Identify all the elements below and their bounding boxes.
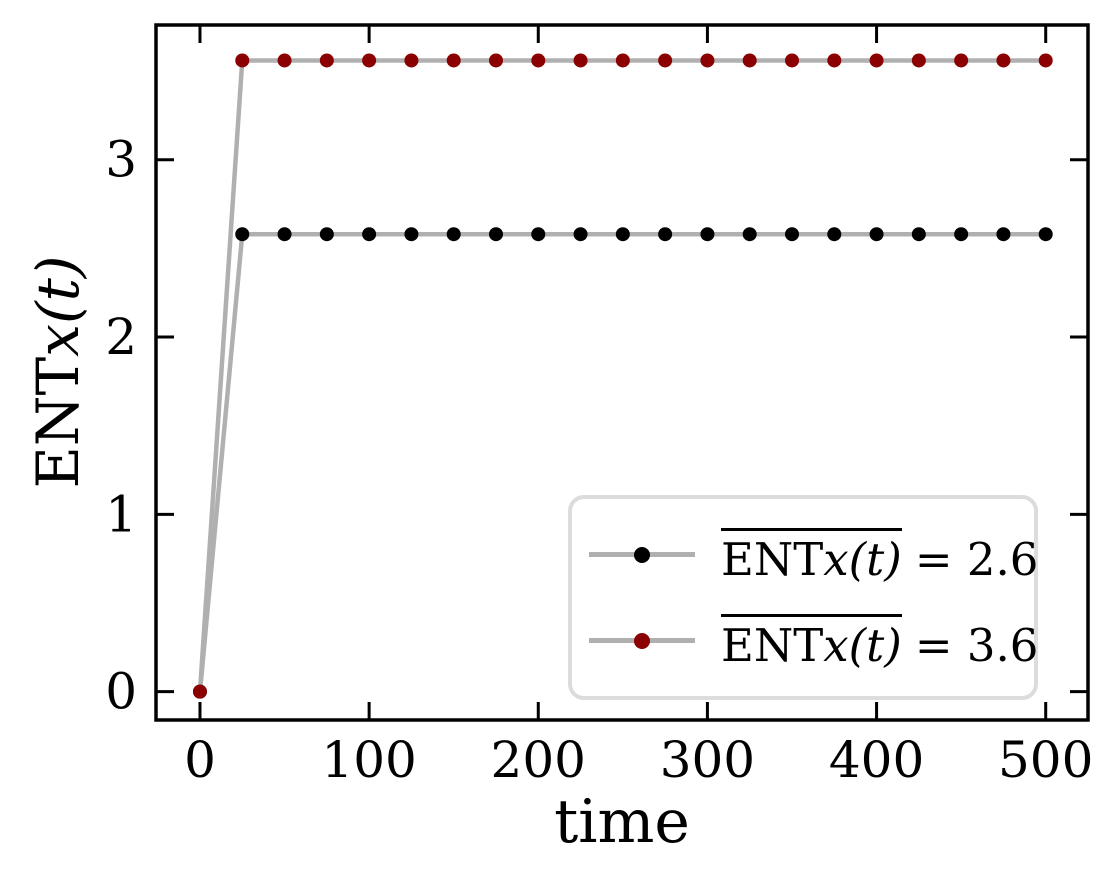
x-tick-label: 300 [660,731,755,789]
legend-label-italic: x(t) [823,532,902,586]
data-point-series-1 [700,53,715,68]
data-point-series-1 [277,53,292,68]
legend: ENTx(t) = 2.6 ENTx(t) = 3.6 [568,495,1038,700]
y-axis-label-italic: x(t) [24,255,92,357]
data-point-series-0 [319,227,334,242]
x-axis-label: time [554,787,690,857]
data-point-series-1 [954,53,969,68]
data-point-series-1 [404,53,419,68]
data-point-series-1 [573,53,588,68]
data-point-series-1 [192,684,207,699]
legend-label: ENTx(t) = 3.6 [721,613,1039,672]
data-point-series-0 [1038,227,1053,242]
y-tick-label: 3 [105,131,137,189]
data-point-series-0 [996,227,1011,242]
data-point-series-1 [488,53,503,68]
data-point-series-0 [615,227,630,242]
plot-frame [154,23,1090,722]
legend-label-italic: x(t) [823,618,902,672]
y-tick-label: 1 [105,485,137,543]
x-tick-label: 500 [998,731,1093,789]
data-point-series-1 [362,53,377,68]
legend-entry: ENTx(t) = 2.6 [589,527,1038,582]
data-point-series-0 [573,227,588,242]
data-point-series-0 [827,227,842,242]
data-point-series-1 [911,53,926,68]
x-tick-label: 100 [321,731,416,789]
data-point-series-1 [615,53,630,68]
x-tick-label: 0 [184,731,216,789]
data-point-series-0 [277,227,292,242]
data-point-series-0 [488,227,503,242]
y-tick-label: 2 [105,308,137,366]
data-point-series-0 [446,227,461,242]
data-point-series-1 [1038,53,1053,68]
legend-marker-dot [634,632,650,649]
y-axis-label: ENTx(t) [24,255,92,488]
legend-label-overlined: ENTx(t) [721,527,902,582]
data-point-series-1 [531,53,546,68]
data-point-series-0 [531,227,546,242]
data-point-series-0 [700,227,715,242]
data-point-series-0 [911,227,926,242]
legend-label-value: = 2.6 [914,532,1039,586]
data-point-series-0 [954,227,969,242]
y-tick-label: 0 [105,663,137,721]
legend-label-value: = 3.6 [914,618,1039,672]
x-tick-label: 200 [491,731,586,789]
data-point-series-0 [235,227,250,242]
data-point-series-1 [319,53,334,68]
data-point-series-1 [742,53,757,68]
data-point-series-0 [404,227,419,242]
data-point-series-1 [996,53,1011,68]
data-point-series-1 [869,53,884,68]
legend-marker-dot [634,546,650,563]
data-point-series-1 [658,53,673,68]
legend-label-roman: ENT [721,618,824,672]
data-point-series-0 [784,227,799,242]
legend-entry: ENTx(t) = 3.6 [589,613,1038,668]
data-point-series-0 [362,227,377,242]
data-point-series-1 [235,53,250,68]
data-point-series-1 [446,53,461,68]
data-point-series-0 [742,227,757,242]
data-point-series-1 [784,53,799,68]
legend-label: ENTx(t) = 2.6 [721,527,1039,586]
legend-label-roman: ENT [721,532,824,586]
legend-line-sample [589,546,695,563]
legend-label-overlined: ENTx(t) [721,613,902,668]
data-point-series-0 [869,227,884,242]
x-tick-label: 400 [829,731,924,789]
legend-line-sample [589,632,695,649]
data-point-series-0 [658,227,673,242]
y-axis-label-roman: ENT [24,356,92,489]
data-point-series-1 [827,53,842,68]
